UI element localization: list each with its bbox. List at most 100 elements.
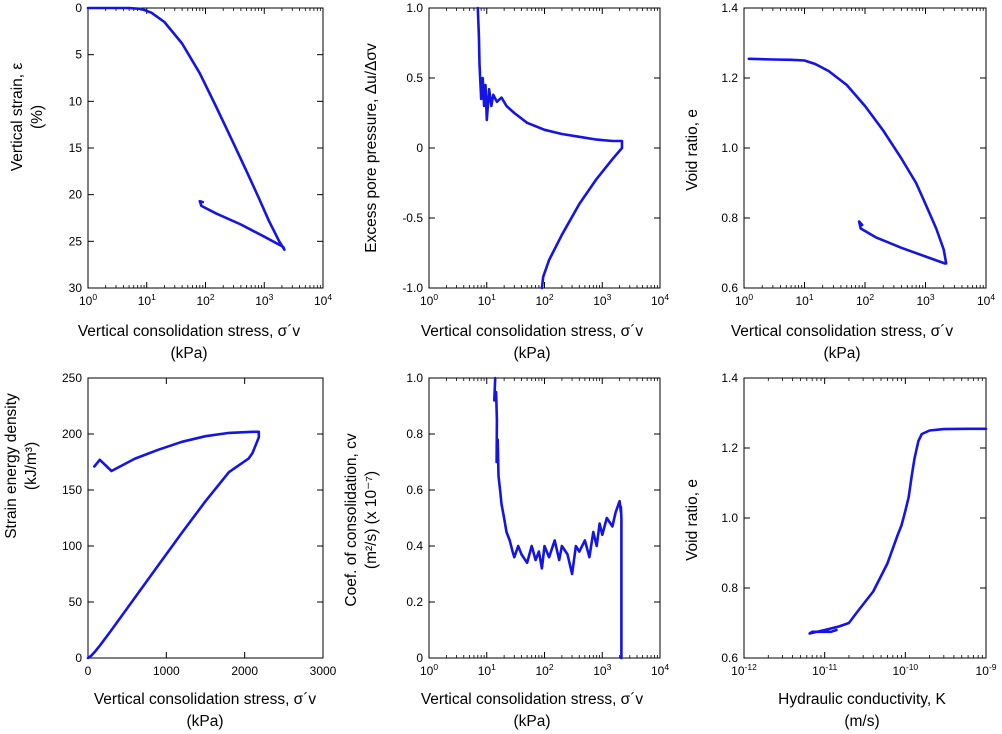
- y-tick-label: 250: [62, 371, 82, 385]
- x-tick-label: 10-9: [976, 662, 997, 678]
- ylabel: Excess pore pressure, Δu/Δσv: [363, 43, 380, 253]
- y-tick-label: 1.4: [721, 1, 738, 15]
- x-tick-label: 103: [593, 662, 611, 678]
- xlabel: Vertical consolidation stress, σ´v: [78, 323, 301, 340]
- panel-void-ratio-vs-conductivity: Void ratio, e Hydraulic conductivity, K …: [684, 371, 997, 730]
- xlabel-unit: (kPa): [186, 713, 223, 730]
- y-tick-label: 200: [62, 427, 82, 441]
- x-tick-label: 0: [85, 664, 92, 678]
- ylabel: Void ratio, e: [684, 109, 701, 191]
- y-tick-label: 30: [69, 281, 83, 295]
- x-tick-label: 104: [651, 662, 669, 678]
- x-tick-label: 10-11: [812, 662, 837, 678]
- y-tick-label: 0.8: [721, 581, 738, 595]
- x-tick-label: 10-12: [731, 662, 757, 678]
- axes-frame: [428, 7, 661, 289]
- series-line: [492, 376, 623, 660]
- y-tick-label: -0.5: [402, 211, 423, 225]
- y-tick-label: 0: [416, 651, 423, 665]
- ylabel-unit: (%): [29, 105, 46, 129]
- x-tick-label: 102: [535, 292, 553, 308]
- x-tick-label: 102: [535, 662, 553, 678]
- y-tick-label: 0.8: [721, 211, 738, 225]
- xlabel: Vertical consolidation stress, σ´v: [421, 691, 644, 708]
- y-tick-label: 100: [62, 539, 82, 553]
- y-tick-label: 10: [69, 94, 83, 108]
- y-tick-label: -1.0: [402, 281, 423, 295]
- y-tick-label: 25: [69, 234, 83, 248]
- y-tick-label: 1.4: [721, 371, 738, 385]
- y-tick-label: 15: [69, 141, 83, 155]
- xlabel-unit: (kPa): [513, 345, 550, 362]
- xlabel: Vertical consolidation stress, σ´v: [731, 323, 954, 340]
- xlabel-unit: (kPa): [513, 713, 550, 730]
- y-tick-label: 150: [62, 483, 82, 497]
- xlabel: Vertical consolidation stress, σ´v: [94, 691, 317, 708]
- ylabel-unit: (kJ/m³): [23, 442, 40, 490]
- panel-cv-vs-stress: Coef. of consolidation, cv (m²/s) (x 10⁻…: [343, 371, 669, 730]
- series-line: [476, 6, 624, 290]
- x-tick-label: 3000: [310, 664, 337, 678]
- y-tick-label: 1.0: [721, 511, 738, 525]
- y-tick-label: 0.6: [721, 281, 738, 295]
- x-tick-label: 103: [593, 292, 611, 308]
- y-tick-label: 0.2: [406, 595, 423, 609]
- ylabel: Coef. of consolidation, cv: [343, 433, 360, 606]
- y-tick-label: 1.2: [721, 441, 738, 455]
- x-tick-label: 101: [478, 662, 496, 678]
- x-tick-label: 100: [79, 292, 97, 308]
- y-tick-label: 0.5: [406, 71, 423, 85]
- y-tick-label: 0.6: [406, 483, 423, 497]
- y-tick-label: 0.6: [721, 651, 738, 665]
- axes-frame: [87, 377, 324, 659]
- x-tick-label: 104: [314, 292, 332, 308]
- axes-frame: [428, 377, 661, 659]
- x-tick-label: 101: [478, 292, 496, 308]
- x-tick-label: 103: [916, 292, 934, 308]
- ylabel: Void ratio, e: [684, 479, 701, 561]
- xlabel-unit: (m/s): [844, 713, 879, 730]
- y-tick-label: 0: [416, 141, 423, 155]
- x-tick-label: 100: [735, 292, 753, 308]
- x-tick-label: 101: [138, 292, 156, 308]
- x-tick-label: 104: [977, 292, 995, 308]
- series-line: [808, 427, 988, 635]
- y-tick-label: 5: [75, 48, 82, 62]
- panel-void-ratio-vs-stress: Void ratio, e Vertical consolidation str…: [684, 1, 995, 362]
- y-tick-label: 50: [69, 595, 83, 609]
- x-tick-label: 100: [420, 292, 438, 308]
- panel-strain-vs-stress: Vertical strain, ε (%) Vertical consolid…: [9, 1, 332, 362]
- ylabel: Vertical strain, ε: [9, 63, 26, 172]
- y-tick-label: 1.0: [721, 141, 738, 155]
- x-tick-label: 103: [255, 292, 273, 308]
- ylabel-unit: (m²/s) (x 10⁻⁷): [363, 471, 380, 569]
- panel-pore-pressure-vs-stress: Excess pore pressure, Δu/Δσv Vertical co…: [363, 1, 669, 362]
- x-tick-label: 104: [651, 292, 669, 308]
- y-tick-label: 1.2: [721, 71, 738, 85]
- ylabel: Strain energy density: [3, 393, 20, 539]
- y-tick-label: 0: [75, 651, 82, 665]
- series-line: [86, 6, 286, 251]
- y-tick-label: 0.4: [406, 539, 423, 553]
- panel-strain-energy-vs-stress: Strain energy density (kJ/m³) Vertical c…: [3, 371, 337, 730]
- series-line: [86, 430, 261, 660]
- x-tick-label: 102: [196, 292, 214, 308]
- y-tick-label: 0: [75, 1, 82, 15]
- x-tick-label: 100: [420, 662, 438, 678]
- x-tick-label: 1000: [153, 664, 180, 678]
- x-tick-label: 102: [856, 292, 874, 308]
- y-tick-label: 1.0: [406, 371, 423, 385]
- y-tick-label: 20: [69, 188, 83, 202]
- xlabel: Hydraulic conductivity, K: [778, 691, 946, 708]
- xlabel-unit: (kPa): [823, 345, 860, 362]
- axes-frame: [87, 7, 324, 289]
- x-tick-label: 2000: [231, 664, 258, 678]
- y-tick-label: 0.8: [406, 427, 423, 441]
- xlabel-unit: (kPa): [170, 345, 207, 362]
- axes-frame: [743, 7, 987, 289]
- x-tick-label: 101: [795, 292, 813, 308]
- y-tick-label: 1.0: [406, 1, 423, 15]
- series-line: [747, 57, 948, 265]
- xlabel: Vertical consolidation stress, σ´v: [421, 323, 644, 340]
